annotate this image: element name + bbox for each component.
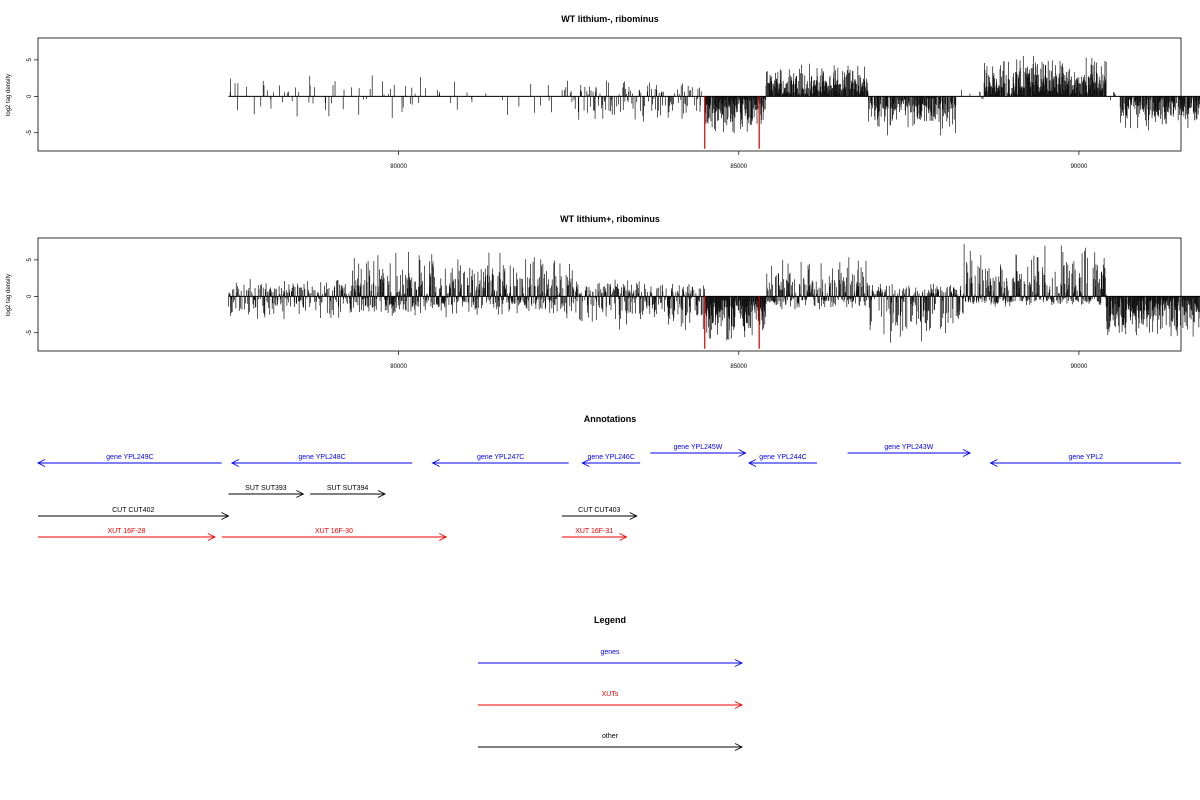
y-tick-label: -5 xyxy=(27,329,33,335)
legend-arrowhead xyxy=(734,701,744,709)
y-tick-label: 5 xyxy=(27,58,33,62)
annotation-feature: XUT 16F-28 xyxy=(38,528,216,541)
feature-arrowhead xyxy=(296,490,305,498)
annotation-feature: XUT 16F-30 xyxy=(221,528,448,541)
feature-arrowhead xyxy=(738,449,747,457)
x-tick-label: 90000 xyxy=(1071,164,1088,170)
y-tick-label: 0 xyxy=(27,94,33,98)
x-tick-label: 80000 xyxy=(390,364,407,370)
feature-label: gene YPL246C xyxy=(588,454,635,461)
annotation-feature: SUT SUT394 xyxy=(310,485,386,498)
annotation-feature: gene YPL245W xyxy=(650,444,747,457)
feature-arrowhead xyxy=(962,449,972,457)
feature-label: gene YPL247C xyxy=(477,454,524,461)
feature-arrowhead xyxy=(377,490,386,498)
feature-arrowhead xyxy=(619,533,628,541)
density-bars xyxy=(228,56,1200,149)
feature-label: CUT CUT403 xyxy=(578,507,620,514)
axes: 80000 85000 90000 -5 0 5 xyxy=(27,258,1088,370)
x-tick-label: 85000 xyxy=(730,364,747,370)
panel-title: WT lithium+, ribominus xyxy=(560,214,660,224)
annotation-feature: gene YPL244C xyxy=(747,454,818,467)
x-tick-label: 80000 xyxy=(390,164,407,170)
annotation-feature: CUT CUT403 xyxy=(561,507,638,520)
x-tick-label: 85000 xyxy=(730,164,747,170)
feature-label: SUT SUT394 xyxy=(327,485,369,492)
feature-label: XUT 16F-30 xyxy=(315,528,353,535)
feature-arrowhead xyxy=(207,533,216,541)
feature-label: XUT 16F-31 xyxy=(575,528,613,535)
y-tick-label: 0 xyxy=(27,294,33,298)
plot-frame xyxy=(37,237,1182,352)
feature-label: gene YPL249C xyxy=(106,454,153,461)
legend: Legend genes XUTs other xyxy=(478,615,744,751)
feature-arrowhead xyxy=(221,512,230,520)
annotation-feature: gene YPL247C xyxy=(431,454,569,467)
feature-arrowhead xyxy=(747,459,757,467)
feature-label: CUT CUT402 xyxy=(112,507,154,514)
legend-arrowhead xyxy=(734,743,744,751)
legend-items: genes XUTs other xyxy=(478,649,744,751)
density-bars xyxy=(228,244,1200,349)
feature-arrowhead xyxy=(581,459,590,467)
legend-item: XUTs xyxy=(478,691,744,709)
feature-label: XUT 16F-28 xyxy=(107,528,145,535)
axes: 80000 85000 90000 -5 0 5 xyxy=(27,58,1088,170)
y-tick-label: 5 xyxy=(27,258,33,262)
feature-label: gene YPL2 xyxy=(1068,454,1103,461)
feature-arrowhead xyxy=(431,459,440,467)
feature-label: gene YPL243W xyxy=(884,444,933,451)
annotation-feature: gene YPL243W xyxy=(847,444,972,457)
y-axis-label: log2 tag density xyxy=(6,274,12,316)
x-tick-label: 90000 xyxy=(1071,364,1088,370)
feature-arrowhead xyxy=(629,512,638,520)
plot-frame xyxy=(37,37,1182,152)
annotation-feature: gene YPL248C xyxy=(230,454,413,467)
annotations-title: Annotations xyxy=(584,414,637,424)
feature-label: gene YPL244C xyxy=(759,454,806,461)
track-panel-lithium-minus: WT lithium-, ribominus log2 tag density … xyxy=(6,14,1200,170)
legend-item: other xyxy=(478,733,744,751)
annotation-feature: SUT SUT393 xyxy=(228,485,305,498)
annotations-panel: Annotations gene YPL249C gene YPL248C gene… xyxy=(36,414,1181,541)
feature-label: gene YPL248C xyxy=(298,454,345,461)
annotation-feature: gene YPL249C xyxy=(36,454,222,467)
annotation-feature: XUT 16F-31 xyxy=(561,528,628,541)
feature-arrowhead xyxy=(36,459,46,467)
legend-item: genes xyxy=(478,649,744,667)
feature-arrowhead xyxy=(230,459,240,467)
legend-label: other xyxy=(602,733,619,740)
y-axis-label: log2 tag density xyxy=(6,74,12,116)
annotation-feature: CUT CUT402 xyxy=(38,507,230,520)
legend-label: XUTs xyxy=(602,691,619,698)
feature-label: gene YPL245W xyxy=(673,444,722,451)
feature-arrowhead xyxy=(439,533,448,541)
panel-title: WT lithium-, ribominus xyxy=(561,14,659,24)
legend-arrowhead xyxy=(734,659,744,667)
annotation-feature: gene YPL2 xyxy=(989,454,1181,467)
annotation-feature: gene YPL246C xyxy=(581,454,641,467)
track-panel-lithium-plus: WT lithium+, ribominus log2 tag density … xyxy=(6,214,1200,370)
legend-label: genes xyxy=(600,649,620,656)
legend-title: Legend xyxy=(594,615,626,625)
feature-label: SUT SUT393 xyxy=(245,485,287,492)
annotation-features: gene YPL249C gene YPL248C gene YPL247C gene… xyxy=(36,444,1181,541)
y-tick-label: -5 xyxy=(27,129,33,135)
feature-arrowhead xyxy=(989,459,998,467)
